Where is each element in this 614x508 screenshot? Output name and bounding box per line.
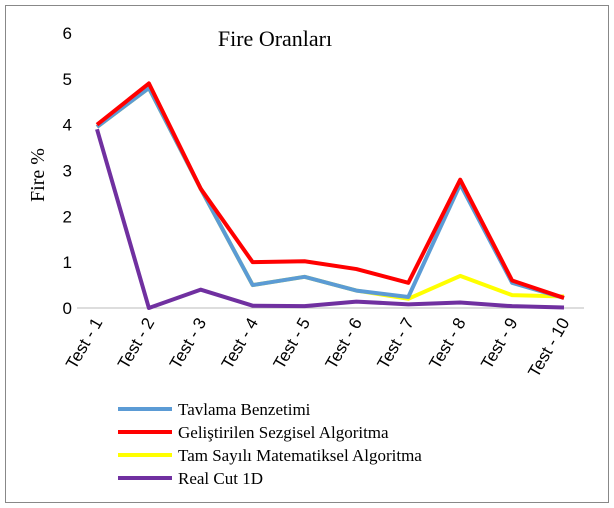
line-series [95, 81, 565, 300]
y-tick-label: 3 [63, 162, 72, 181]
y-tick-label: 0 [63, 299, 72, 318]
legend-label: Real Cut 1D [178, 469, 263, 488]
chart-border [5, 5, 609, 503]
chart-title: Fire Oranları [218, 26, 332, 51]
line-series [95, 128, 565, 310]
y-tick-label: 6 [63, 24, 72, 43]
y-tick-label: 4 [63, 116, 72, 135]
y-tick-label: 2 [63, 207, 72, 226]
legend-label: Tam Sayılı Matematiksel Algoritma [178, 446, 422, 465]
y-tick-label: 5 [63, 70, 72, 89]
legend-label: Tavlama Benzetimi [178, 400, 311, 419]
legend-label: Geliştirilen Sezgisel Algoritma [178, 423, 389, 442]
y-axis-label: Fire % [27, 148, 49, 202]
y-tick-label: 1 [63, 253, 72, 272]
